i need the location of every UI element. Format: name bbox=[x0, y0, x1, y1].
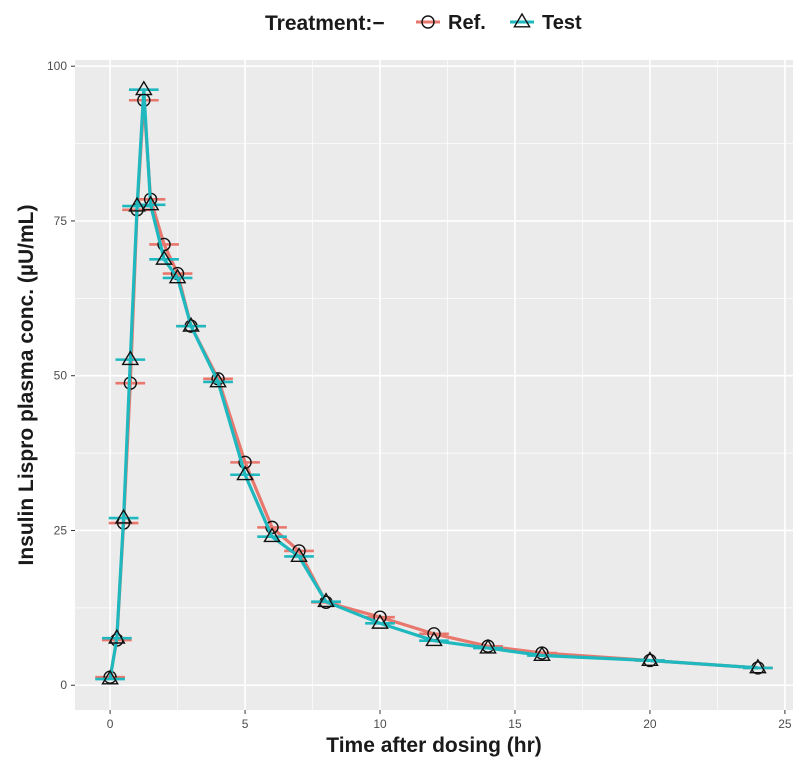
point-test bbox=[317, 592, 335, 608]
point-test bbox=[641, 651, 659, 666]
point-test bbox=[155, 249, 173, 265]
point-test bbox=[425, 631, 443, 647]
legend-title: Treatment:− bbox=[265, 12, 385, 35]
point-test bbox=[533, 646, 551, 662]
point-test bbox=[101, 669, 119, 685]
legend-item-test: Test bbox=[510, 12, 582, 34]
x-axis-title: Time after dosing (hr) bbox=[326, 734, 541, 757]
y-tick-label: 0 bbox=[60, 678, 67, 692]
axis-ticks: 0 5 10 15 20 25 0 25 50 75 100 bbox=[47, 59, 792, 731]
legend-key-marker-test bbox=[513, 12, 531, 28]
x-tick-label: 15 bbox=[508, 717, 522, 731]
plot-panel bbox=[75, 60, 793, 710]
point-test bbox=[182, 316, 200, 332]
point-test bbox=[121, 350, 140, 366]
point-test bbox=[141, 195, 160, 211]
y-axis-title: Insulin Lispro plasma conc. (µU/mL) bbox=[15, 205, 38, 566]
x-tick-label: 0 bbox=[107, 717, 114, 731]
legend-label-test: Test bbox=[542, 12, 582, 34]
series-layer bbox=[95, 80, 773, 685]
x-tick-label: 20 bbox=[643, 717, 657, 731]
point-test bbox=[263, 527, 281, 543]
legend-label-ref: Ref. bbox=[448, 12, 486, 34]
point-test bbox=[128, 196, 146, 212]
x-tick-label: 25 bbox=[778, 717, 792, 731]
y-tick-label: 100 bbox=[47, 59, 67, 73]
point-test bbox=[209, 372, 227, 388]
point-test bbox=[290, 547, 308, 562]
point-test bbox=[114, 508, 133, 524]
line-test bbox=[108, 88, 759, 680]
y-tick-label: 75 bbox=[54, 214, 68, 228]
point-test bbox=[108, 628, 126, 644]
y-tick-label: 50 bbox=[54, 369, 68, 383]
point-test bbox=[371, 613, 389, 629]
point-test bbox=[749, 658, 767, 674]
x-tick-label: 10 bbox=[373, 717, 387, 731]
legend-key-marker-ref bbox=[421, 15, 435, 29]
point-ref bbox=[238, 455, 252, 470]
point-test bbox=[479, 638, 497, 654]
y-tick-label: 25 bbox=[54, 523, 68, 537]
point-test bbox=[236, 465, 254, 481]
legend-item-ref: Ref. bbox=[416, 12, 486, 34]
point-test bbox=[168, 268, 187, 284]
series-test bbox=[95, 80, 773, 685]
point-test bbox=[135, 80, 153, 96]
legend: Treatment:− Ref. Test bbox=[265, 12, 582, 35]
x-tick-label: 5 bbox=[242, 717, 249, 731]
